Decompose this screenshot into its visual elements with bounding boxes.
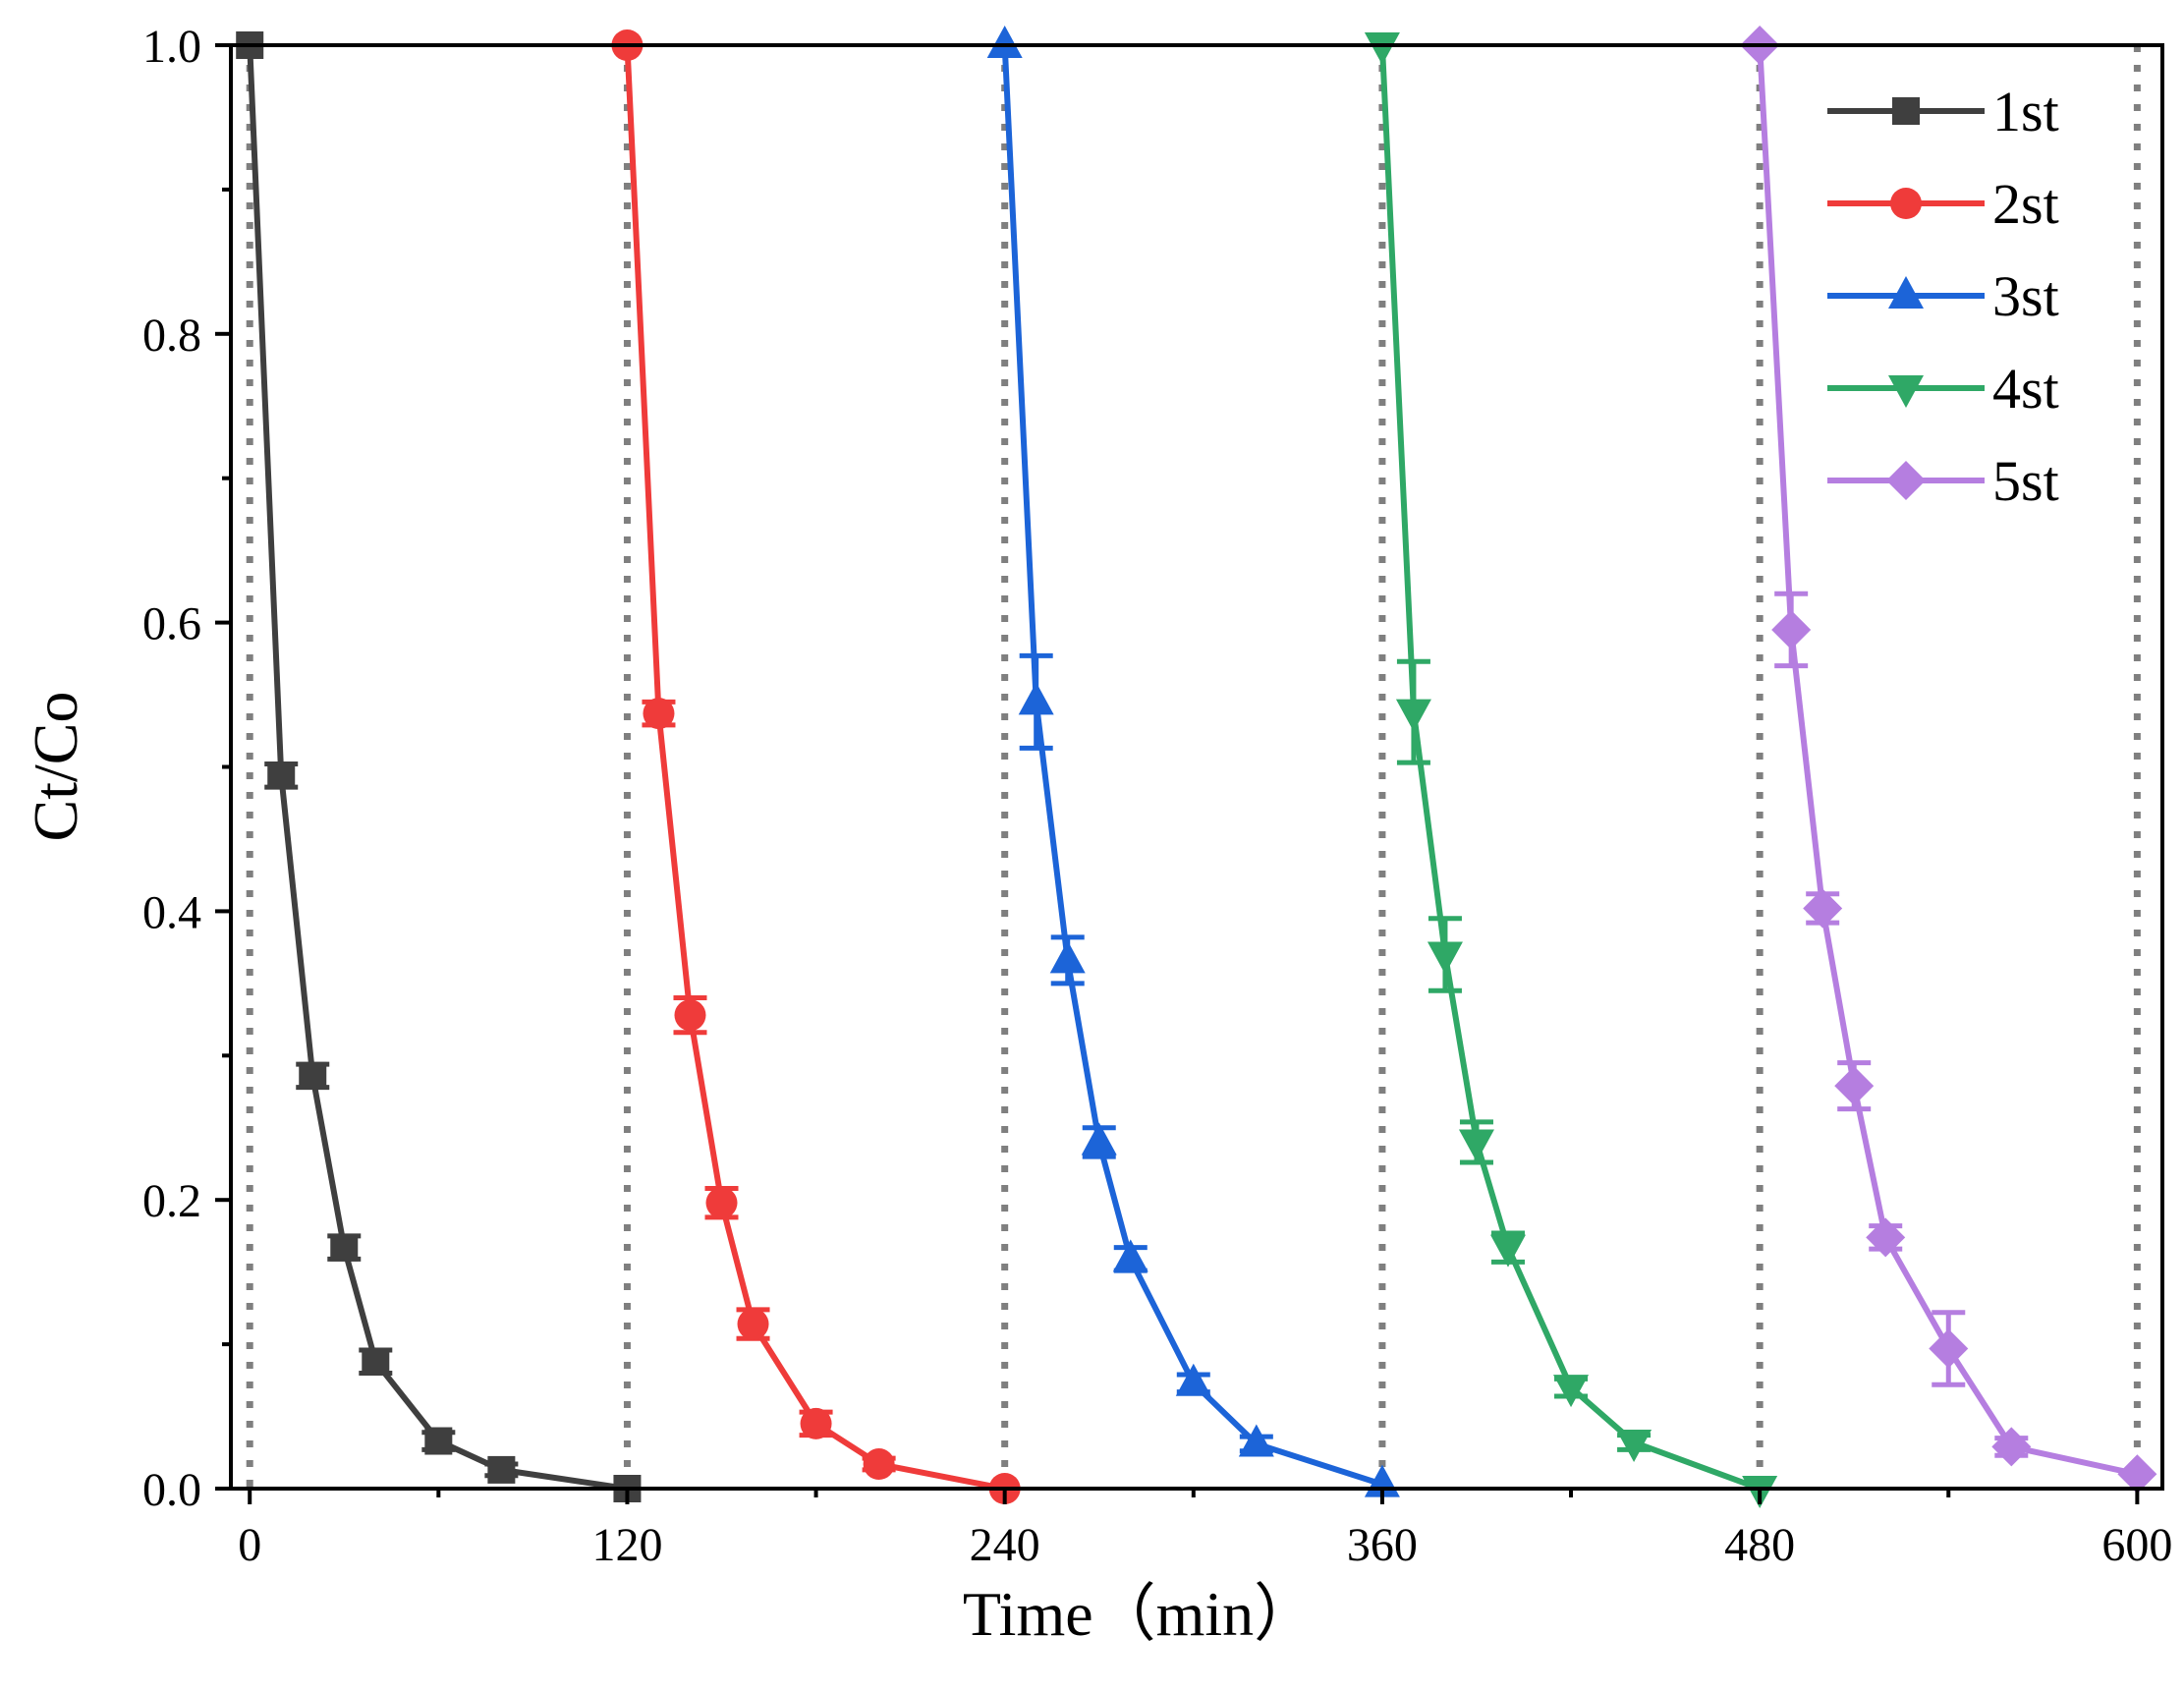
data-point-4st xyxy=(1427,941,1463,975)
series-5st xyxy=(1740,26,2157,1495)
data-point-5st xyxy=(1771,609,1812,649)
data-point-5st xyxy=(2117,1454,2157,1495)
series-line-2st xyxy=(624,44,1006,1492)
data-point-2st xyxy=(643,698,675,730)
data-point-1st xyxy=(330,1233,359,1262)
series-line-4st xyxy=(1378,44,1762,1492)
legend-marker-4st xyxy=(1888,375,1924,408)
data-point-5st xyxy=(1991,1427,2032,1467)
legend-marker-1st xyxy=(1892,97,1920,125)
x-axis-title: Time（min） xyxy=(963,1579,1316,1649)
data-point-1st xyxy=(362,1347,390,1376)
data-point-1st xyxy=(267,761,296,790)
data-point-1st xyxy=(487,1455,516,1484)
data-point-5st xyxy=(1834,1066,1875,1106)
data-point-2st xyxy=(800,1407,832,1439)
data-point-4st xyxy=(1616,1429,1652,1462)
data-point-4st xyxy=(1553,1375,1590,1408)
legend-label-4st: 4st xyxy=(1992,357,2059,421)
series-4st xyxy=(1364,32,1778,1508)
legend-label-5st: 5st xyxy=(1992,449,2059,513)
data-point-3st xyxy=(1112,1239,1148,1272)
x-tick-label: 240 xyxy=(970,1519,1040,1571)
legend-label-2st: 2st xyxy=(1992,172,2059,236)
legend: 1st 2st 3st 4st 5st xyxy=(1827,80,2059,513)
data-point-4st xyxy=(1489,1234,1526,1268)
data-point-2st xyxy=(705,1187,738,1219)
data-point-3st xyxy=(986,26,1023,58)
series-line-3st xyxy=(1001,44,1383,1488)
data-point-5st xyxy=(1803,888,1843,929)
data-point-3st xyxy=(1081,1122,1117,1156)
y-tick-label: 0.6 xyxy=(142,598,201,650)
cycle-divider-lines xyxy=(246,45,2141,1489)
y-axis-title: Ct/Co xyxy=(21,692,90,842)
legend-marker-2st xyxy=(1890,188,1922,219)
series-line-5st xyxy=(1757,44,2139,1478)
series-line-1st xyxy=(247,44,628,1492)
data-point-3st xyxy=(1018,682,1054,715)
legend-marker-3st xyxy=(1888,276,1924,309)
data-point-2st xyxy=(674,999,706,1032)
series-1st xyxy=(236,31,642,1502)
data-point-2st xyxy=(737,1308,769,1340)
y-tick-label: 0.4 xyxy=(142,886,201,938)
data-point-5st xyxy=(1866,1217,1906,1258)
y-tick-label: 1.0 xyxy=(142,21,201,73)
x-tick-label: 120 xyxy=(591,1519,662,1571)
plot-frame xyxy=(229,43,2164,1491)
data-point-3st xyxy=(1175,1363,1211,1396)
data-point-5st xyxy=(1929,1328,1969,1369)
x-tick-label: 0 xyxy=(238,1519,261,1571)
x-tick-label: 360 xyxy=(1347,1519,1418,1571)
x-tick-label: 480 xyxy=(1724,1519,1795,1571)
data-point-4st xyxy=(1458,1129,1494,1162)
data-point-3st xyxy=(1238,1424,1274,1457)
y-tick-label: 0.8 xyxy=(142,310,201,362)
axes: 0 120 240 360 480 600 0.0 0.2 0.4 0.6 0.8 1.0 xyxy=(142,21,2172,1571)
series-layer xyxy=(236,26,2157,1508)
data-point-4st xyxy=(1395,699,1431,732)
legend-label-1st: 1st xyxy=(1992,80,2059,143)
series-2st xyxy=(611,29,1021,1504)
data-point-2st xyxy=(863,1448,895,1481)
y-tick-label: 0.0 xyxy=(142,1464,201,1516)
data-point-3st xyxy=(1049,940,1086,974)
data-point-1st xyxy=(299,1061,327,1090)
data-point-4st xyxy=(1364,32,1400,65)
y-tick-label: 0.2 xyxy=(142,1175,201,1227)
data-point-1st xyxy=(424,1427,453,1455)
legend-label-3st: 3st xyxy=(1992,264,2059,328)
x-tick-label: 600 xyxy=(2101,1519,2172,1571)
series-3st xyxy=(986,26,1400,1497)
legend-marker-5st xyxy=(1886,461,1926,500)
